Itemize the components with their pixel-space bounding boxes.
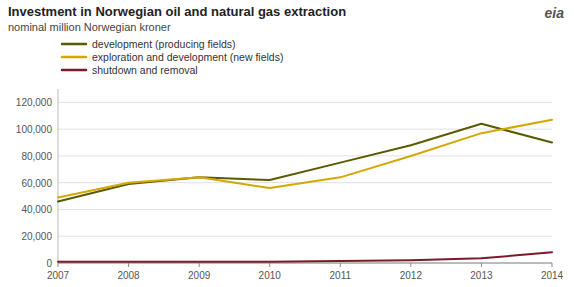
legend-label: exploration and development (new fields) [92,51,283,63]
x-tick [552,263,553,267]
legend-swatch [62,56,86,59]
grid [58,102,552,263]
y-tick-label: 60,000 [21,178,52,189]
grid-line [58,209,552,210]
subtitle: nominal million Norwegian kroner [8,21,171,33]
y-tick-label: 80,000 [21,151,52,162]
x-tick [58,263,59,267]
annotation: eia [545,5,565,21]
x-tick-label: 2012 [400,270,423,281]
grid-line [58,129,552,130]
y-tick-label: 20,000 [21,231,52,242]
y-tick-label: 40,000 [21,204,52,215]
chart: Investment in Norwegian oil and natural … [0,0,574,287]
legend: development (producing fields)exploratio… [62,38,283,76]
x-tick-label: 2007 [47,270,70,281]
y-tick-label: 120,000 [16,97,53,108]
x-tick-label: 2013 [470,270,493,281]
y-axis-line [58,89,59,263]
legend-label: shutdown and removal [92,64,198,76]
series-line [58,252,552,261]
legend-label: development (producing fields) [92,38,236,50]
x-tick [481,263,482,267]
y-tick-label: 100,000 [16,124,53,135]
y-tick-label: 0 [46,258,52,269]
x-tick [128,263,129,267]
series-line [58,120,552,198]
series-line [58,124,552,202]
legend-swatch [62,43,86,46]
x-tick [199,263,200,267]
x-tick [410,263,411,267]
x-tick [340,263,341,267]
grid-line [58,236,552,237]
x-tick [269,263,270,267]
x-tick-label: 2008 [117,270,140,281]
title: Investment in Norwegian oil and natural … [8,4,346,19]
legend-swatch [62,69,86,72]
grid-line [58,102,552,103]
x-tick-label: 2014 [541,270,564,281]
grid-line [58,155,552,156]
x-tick-label: 2009 [188,270,211,281]
x-tick-label: 2010 [259,270,282,281]
lines [58,120,552,262]
x-tick-label: 2011 [330,270,352,281]
